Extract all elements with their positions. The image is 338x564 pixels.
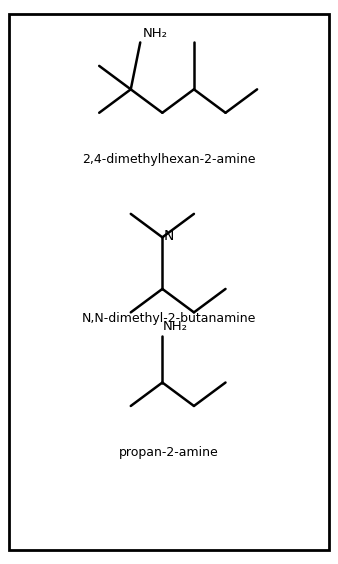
Text: NH₂: NH₂	[143, 27, 168, 39]
Text: N: N	[163, 228, 173, 243]
Text: NH₂: NH₂	[163, 320, 188, 333]
Text: propan-2-amine: propan-2-amine	[119, 446, 219, 459]
Text: 2,4-dimethylhexan-2-amine: 2,4-dimethylhexan-2-amine	[82, 153, 256, 166]
Text: N,N-dimethyl-2-butanamine: N,N-dimethyl-2-butanamine	[82, 312, 256, 325]
